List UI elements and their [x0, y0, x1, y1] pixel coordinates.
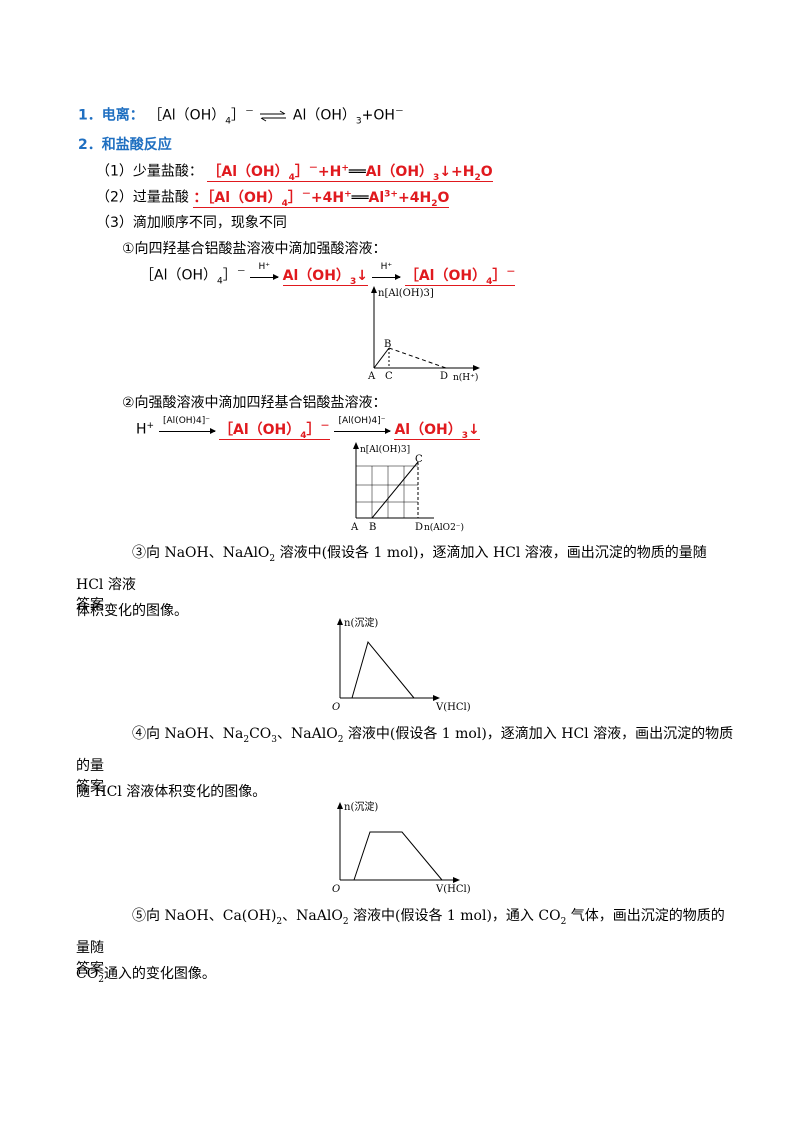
section-title: 和盐酸反应	[101, 137, 172, 153]
section-number: 1．	[78, 107, 102, 124]
formula-sub: 3	[355, 116, 362, 127]
case-1-title: ①向四羟基合铝酸盐溶液中滴加强酸溶液：	[122, 241, 387, 257]
graph-case-3: n(沉淀) O V(HCl)	[332, 616, 471, 713]
case-5-text: ⑤向 NaOH、Ca(OH)2、NaAlO2 溶液中(假设各 1 mol)，通入…	[76, 908, 725, 985]
case-3-text: ③向 NaOH、NaAlO2 溶液中(假设各 1 mol)，逐滴加入 HCl 溶…	[76, 545, 707, 619]
case-2-title: ②向强酸溶液中滴加四羟基合铝酸盐溶液：	[122, 395, 387, 411]
point-label-a: A	[350, 522, 359, 533]
origin-label: O	[332, 884, 340, 895]
point-label-d: D	[415, 522, 423, 533]
reaction-arrow-icon: H⁺	[372, 262, 402, 283]
reaction-arrow-icon: [Al(OH)4]⁻	[158, 416, 216, 437]
reaction-arrow-icon: [Al(OH)4]⁻	[333, 416, 391, 437]
answer-equation: ：［Al（OH）4］－+4H+══Al3++4H2O	[193, 189, 450, 209]
section-number: 2．	[78, 137, 102, 153]
point-label-b: B	[369, 522, 376, 533]
graph-case-1: n[Al(OH)3] B A C D n(H⁺)	[367, 286, 480, 383]
item-label: （2）过量盐酸	[96, 189, 189, 206]
graph-case-2: n[Al(OH)3] C A B D n(AlO2⁻)	[350, 442, 464, 533]
formula-sup: －	[244, 107, 254, 117]
section-1-ionization: 1．电离： ［Al（OH）4］－ Al（OH）3+OH－	[78, 104, 404, 126]
origin-label: O	[332, 702, 340, 713]
reaction-excess-hcl: （2）过量盐酸 ：［Al（OH）4］－+4H+══Al3++4H2O	[96, 186, 450, 209]
item-label: （1）少量盐酸：	[96, 163, 203, 180]
case-4-text: ④向 NaOH、Na2CO3、NaAlO2 溶液中(假设各 1 mol)，逐滴加…	[76, 726, 734, 800]
point-label-c: C	[385, 371, 393, 382]
point-label-d: D	[440, 371, 448, 382]
y-axis-label: n[Al(OH)3]	[360, 444, 410, 455]
point-label-b: B	[384, 339, 391, 350]
formula-text: ［Al（OH）	[148, 107, 226, 124]
x-axis-label: n(AlO2⁻)	[424, 522, 464, 533]
y-axis-label: n(沉淀)	[344, 800, 378, 813]
section-2-heading: 2．和盐酸反应	[78, 134, 172, 154]
x-axis-label: n(H⁺)	[453, 372, 478, 383]
case-1-scheme: ［Al（OH）4］－ H⁺ Al（OH）3↓ H⁺ ［Al（OH）4］－	[140, 261, 516, 287]
graph-case-4: n(沉淀) O V(HCl)	[332, 800, 471, 895]
formula-sup: －	[394, 107, 404, 117]
equilibrium-arrow-icon	[258, 109, 288, 123]
reaction-order-heading: （3）滴加顺序不同，现象不同	[96, 215, 287, 231]
case-3-answer-label: 答案	[76, 597, 104, 613]
answer-equation: ［Al（OH）4］－+H+══Al（OH）3↓+H2O	[207, 163, 493, 183]
x-axis-label: V(HCl)	[435, 884, 471, 895]
case-5-answer-label: 答案	[76, 961, 104, 977]
reaction-arrow-icon: H⁺	[250, 262, 280, 283]
formula-text: +OH	[361, 107, 395, 124]
y-axis-label: n(沉淀)	[344, 616, 378, 629]
reaction-small-hcl: （1）少量盐酸： ［Al（OH）4］－+H+══Al（OH）3↓+H2O	[96, 160, 493, 182]
x-axis-label: V(HCl)	[435, 702, 471, 713]
point-label-a: A	[367, 371, 376, 382]
formula-text: ］	[230, 107, 245, 124]
case-2-scheme: H+ [Al(OH)4]⁻ ［Al（OH）4］－ [Al(OH)4]⁻ Al（O…	[136, 415, 480, 441]
case-4-answer-label: 答案	[76, 779, 104, 795]
section-title: 电离：	[101, 107, 144, 124]
formula-text: Al（OH）	[292, 107, 356, 124]
y-axis-label: n[Al(OH)3]	[378, 288, 434, 299]
formula-sub: 4	[225, 116, 231, 127]
point-label-c: C	[415, 454, 423, 465]
